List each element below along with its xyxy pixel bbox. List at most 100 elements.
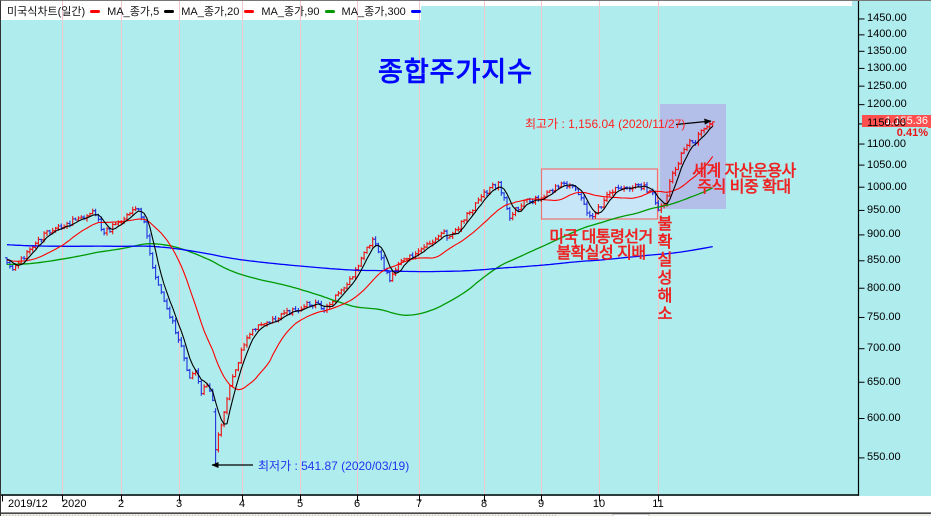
ohlc-bar — [170, 315, 175, 324]
ohlc-bar — [22, 256, 27, 261]
uncertainty-resolved-note: 불확실성해소 — [654, 215, 671, 323]
x-axis-label: 4 — [238, 498, 246, 510]
legend-marker-icon — [410, 9, 421, 13]
legend-label: MA_종가,5 — [107, 6, 160, 18]
legend-item[interactable]: MA_종가,90 — [261, 3, 341, 19]
legend-label: 미국식차트(일간) — [7, 6, 86, 18]
ohlc-bar — [213, 408, 218, 465]
ohlc-bar — [379, 249, 384, 261]
ohlc-bar — [244, 335, 250, 348]
legend-marker-icon — [244, 9, 255, 13]
ohlc-bar — [247, 332, 252, 340]
ohlc-bar — [390, 271, 395, 282]
x-axis-label: 9 — [537, 498, 545, 510]
ohlc-bar — [130, 206, 135, 215]
ohlc-bar — [324, 303, 330, 313]
x-axis-label: 8 — [480, 498, 488, 510]
ohlc-bar — [424, 241, 430, 248]
y-axis-label: 1450.00 — [867, 12, 907, 25]
x-axis-label: 2019/12 — [8, 498, 48, 510]
ohlc-bar — [322, 305, 327, 313]
ohlc-bar — [476, 197, 481, 204]
bottom-divider — [1, 512, 931, 514]
ohlc-bar — [364, 246, 370, 254]
y-axis-label: 950.00 — [867, 203, 901, 216]
y-axis-label: 650.00 — [867, 375, 901, 388]
y-axis-label: 1200.00 — [867, 98, 907, 111]
consolidation-highlight-box — [540, 168, 659, 220]
ohlc-bar — [370, 237, 375, 248]
y-axis-label: 750.00 — [867, 310, 901, 323]
x-axis-label: 10 — [592, 498, 606, 510]
chart-legend: 미국식차트(일간) MA_종가,5 MA_종가,20 MA_종가,90 MA_종가,30… — [7, 4, 428, 18]
y-axis-label: 800.00 — [867, 281, 901, 294]
high-arrow — [675, 118, 712, 126]
y-axis-label: 1400.00 — [867, 28, 907, 41]
y-axis-label: 1100.00 — [867, 137, 906, 150]
y-axis-label: 700.00 — [867, 342, 901, 355]
legend-item[interactable]: MA_종가,20 — [181, 3, 261, 19]
ohlc-bar — [347, 276, 352, 286]
global-fund-note-line1: 세계 자산운용사 — [692, 163, 796, 180]
ohlc-bar — [336, 291, 341, 297]
change-percent-label: 0.41% — [862, 127, 928, 140]
ohlc-bar — [127, 212, 132, 216]
y-axis-label: 1250.00 — [867, 79, 907, 92]
chart-title: 종합주가지수 — [378, 57, 534, 87]
x-axis-label: 11 — [652, 498, 664, 510]
ohlc-bar — [510, 212, 515, 221]
ma-300-line — [6, 244, 713, 273]
y-axis-label: 1150.00 — [867, 117, 906, 130]
ohlc-bar — [102, 227, 107, 236]
ohlc-bar — [504, 196, 510, 210]
y-axis-label: 1350.00 — [867, 44, 907, 57]
legend-item[interactable]: MA_종가,300 — [342, 3, 428, 19]
ohlc-bar — [139, 207, 144, 221]
y-axis-label: 1000.00 — [867, 180, 907, 193]
ohlc-bar — [27, 247, 32, 255]
last-price-box: 1,155.36 — [862, 115, 931, 128]
election-note-line2: 불확실성 지배 — [556, 245, 646, 262]
y-axis-label: 550.00 — [867, 451, 901, 464]
legend-item[interactable]: 미국식차트(일간) — [7, 3, 107, 19]
ma-90-line — [7, 187, 713, 316]
ohlc-bar — [327, 302, 332, 309]
y-axis-label: 1050.00 — [867, 158, 907, 171]
election-note: 미국 대통령선거 불확실성 지배 — [538, 230, 664, 262]
y-axis-label: 900.00 — [867, 228, 901, 241]
ma-20-line — [6, 156, 714, 391]
ohlc-bar — [479, 194, 484, 202]
ohlc-bar — [190, 371, 195, 380]
ohlc-bar — [150, 252, 155, 269]
global-fund-note-line2: 주식 비중 확대 — [697, 179, 791, 196]
legend-marker-icon — [90, 9, 101, 13]
ohlc-bar — [227, 384, 232, 401]
x-axis-label: 2020 — [62, 498, 87, 510]
ohlc-bar — [164, 298, 170, 310]
ma-5-line — [6, 125, 714, 425]
ohlc-bar — [104, 226, 110, 236]
x-axis-label: 7 — [415, 498, 423, 510]
ohlc-bar — [222, 411, 227, 428]
low-price-annotation: 최저가 : 541.87 (2020/03/19) — [258, 459, 410, 473]
ohlc-bar — [482, 189, 487, 199]
ohlc-bar — [224, 397, 230, 415]
ohlc-bar — [64, 221, 70, 229]
ohlc-bar — [502, 192, 507, 201]
y-axis-label: 600.00 — [867, 411, 901, 424]
y-axis-label: 1300.00 — [867, 61, 907, 74]
election-note-line1: 미국 대통령선거 — [549, 229, 653, 246]
x-axis-label: 3 — [175, 498, 183, 510]
ohlc-bar — [162, 291, 167, 303]
x-axis-label: 6 — [353, 498, 361, 510]
legend-label: MA_종가,20 — [181, 6, 240, 18]
ohlc-bar — [202, 384, 207, 395]
x-axis-label: 2 — [117, 498, 125, 510]
y-axis-label: 850.00 — [867, 254, 901, 267]
ohlc-bar — [90, 208, 95, 215]
legend-item[interactable]: MA_종가,5 — [107, 3, 181, 19]
global-fund-note: 세계 자산운용사 주식 비중 확대 — [681, 164, 807, 196]
legend-label: MA_종가,90 — [261, 6, 320, 18]
